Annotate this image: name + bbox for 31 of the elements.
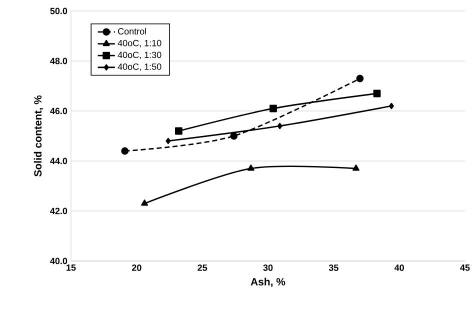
y-tick-label: 42.0 (50, 208, 68, 214)
point (356, 74, 364, 82)
point (388, 102, 394, 110)
x-tick-label: 45 (460, 264, 470, 271)
y-tick-label: 46.0 (50, 108, 68, 114)
point (247, 164, 254, 171)
legend-label: 40oC, 1:50 (118, 63, 162, 71)
point (166, 138, 171, 144)
x-tick-label: 35 (328, 264, 338, 271)
y-tick-label: 48.0 (50, 58, 68, 64)
legend-label: 40oC, 1:30 (118, 52, 162, 60)
x-tick-label: 40 (394, 264, 404, 271)
x-tick-label: 25 (198, 264, 208, 271)
y-tick-label: 50.0 (50, 8, 68, 14)
point (174, 127, 182, 135)
y-tick-label: 44.0 (50, 158, 68, 164)
x-tick-label: 15 (66, 264, 76, 271)
x-tick-label: 20 (132, 264, 142, 271)
point (373, 90, 381, 98)
point (270, 104, 277, 112)
point (121, 147, 129, 155)
point (230, 132, 238, 140)
legend-label: Control (118, 28, 146, 35)
point (352, 164, 360, 171)
y-axis-title: Solid content, % (34, 95, 44, 177)
point (277, 122, 282, 130)
point (141, 200, 148, 206)
x-axis-title: Ash, % (250, 278, 286, 288)
y-tick-label: 40.0 (50, 258, 68, 264)
legend-label: 40oC, 1:10 (118, 40, 162, 48)
x-tick-label: 30 (263, 264, 273, 271)
